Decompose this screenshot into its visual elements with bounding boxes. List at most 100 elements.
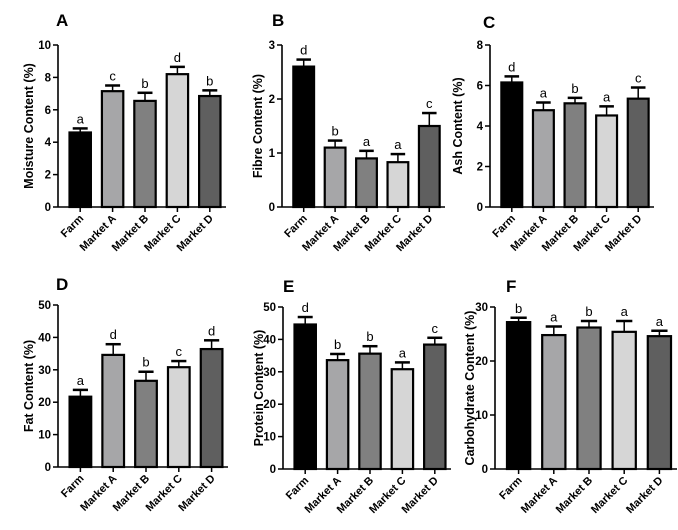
panel-letter: A — [56, 11, 68, 30]
significance-letter: a — [540, 86, 548, 101]
y-tick-label: 2 — [45, 170, 51, 182]
y-tick-label: 4 — [45, 137, 52, 149]
y-tick-label: 0 — [477, 202, 483, 214]
y-tick-label: 0 — [270, 464, 276, 476]
x-tick-label: Farm — [284, 474, 312, 502]
bar — [417, 124, 441, 209]
significance-letter: c — [426, 96, 433, 111]
bar — [358, 352, 382, 471]
bar — [325, 359, 350, 471]
y-tick-label: 8 — [45, 72, 52, 84]
x-tick-label: Market D — [624, 475, 665, 516]
significance-letter: a — [77, 111, 85, 126]
y-tick-label: 40 — [263, 334, 276, 346]
y-tick-label: 10 — [38, 40, 51, 52]
y-axis-label: Fibre Content (%) — [251, 74, 265, 178]
y-tick-label: 20 — [263, 399, 276, 411]
panel-f: F Carbohydrate Content (%) b Farm a Market A b… — [463, 277, 677, 516]
significance-letter: b — [141, 76, 148, 91]
bar — [626, 97, 650, 209]
y-tick-label: 4 — [477, 121, 484, 133]
bar — [165, 73, 190, 209]
bar — [199, 347, 224, 469]
bar — [68, 131, 92, 209]
x-tick-label: Farm — [59, 212, 87, 240]
significance-letter: c — [176, 344, 183, 359]
bar — [390, 368, 415, 471]
y-tick-label: 10 — [475, 410, 488, 422]
y-axis-label: Fat Content (%) — [22, 340, 36, 432]
y-tick-label: 0 — [45, 462, 51, 474]
x-tick-label: Farm — [490, 212, 518, 240]
y-tick-label: 30 — [38, 365, 51, 377]
significance-letter: b — [571, 81, 578, 96]
significance-letter: d — [110, 327, 117, 342]
bar — [68, 395, 93, 469]
significance-letter: b — [206, 73, 213, 88]
bar — [611, 330, 637, 471]
panel-letter: E — [283, 277, 294, 296]
y-tick-label: 6 — [45, 105, 51, 117]
y-axis-label: Carbohydrate Content (%) — [463, 311, 477, 466]
significance-letter: b — [585, 304, 592, 319]
y-axis-label: Ash Content (%) — [451, 77, 465, 174]
bar — [646, 335, 673, 471]
x-tick-label: Farm — [282, 212, 310, 240]
panel-letter: D — [56, 275, 68, 294]
significance-letter: b — [515, 301, 522, 316]
bar — [576, 326, 602, 471]
significance-letter: b — [334, 337, 341, 352]
bar — [134, 379, 158, 469]
y-tick-label: 8 — [477, 40, 484, 52]
y-tick-label: 1 — [269, 148, 276, 160]
y-tick-label: 10 — [38, 430, 51, 442]
y-tick-label: 0 — [482, 464, 488, 476]
bar — [166, 366, 191, 469]
y-axis-label: Moisture Content (%) — [22, 63, 36, 189]
significance-letter: c — [109, 69, 116, 84]
y-tick-label: 6 — [477, 81, 483, 93]
x-tick-label: Farm — [59, 472, 87, 500]
x-tick-label: Farm — [497, 474, 525, 502]
y-tick-label: 10 — [263, 432, 276, 444]
y-tick-label: 20 — [38, 397, 51, 409]
bar — [595, 114, 619, 209]
significance-letter: a — [363, 134, 371, 149]
significance-letter: a — [399, 345, 407, 360]
y-tick-label: 20 — [475, 356, 488, 368]
x-tick-label: Market A — [519, 475, 560, 516]
bar — [292, 65, 316, 209]
bar — [500, 81, 524, 209]
x-tick-label: Market B — [554, 475, 595, 516]
y-tick-label: 0 — [269, 202, 275, 214]
significance-letter: a — [656, 314, 664, 329]
y-tick-label: 3 — [269, 40, 275, 52]
y-tick-label: 2 — [477, 162, 483, 174]
bar — [100, 90, 125, 209]
y-tick-label: 0 — [45, 202, 51, 214]
significance-letter: a — [394, 137, 402, 152]
significance-letter: a — [550, 309, 558, 324]
panel-letter: F — [506, 277, 516, 296]
significance-letter: b — [142, 355, 149, 370]
bar — [541, 333, 567, 471]
y-tick-label: 50 — [263, 302, 276, 314]
bar — [531, 109, 555, 209]
bar — [563, 102, 587, 209]
y-tick-label: 40 — [38, 332, 51, 344]
y-tick-label: 30 — [475, 302, 488, 314]
significance-letter: d — [208, 323, 215, 338]
bar — [355, 157, 378, 209]
y-axis-label: Protein Content (%) — [252, 330, 266, 447]
x-tick-label: Market C — [589, 475, 630, 516]
significance-letter: a — [621, 304, 629, 319]
bar — [198, 94, 222, 209]
bar — [423, 343, 447, 471]
y-tick-label: 2 — [269, 94, 275, 106]
significance-letter: b — [331, 124, 338, 139]
